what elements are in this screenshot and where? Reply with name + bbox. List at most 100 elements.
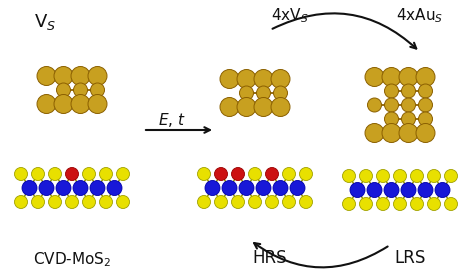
Text: V$_S$: V$_S$	[34, 12, 56, 32]
Circle shape	[56, 83, 71, 97]
Circle shape	[445, 170, 457, 182]
Circle shape	[359, 170, 373, 182]
Circle shape	[215, 195, 228, 209]
Circle shape	[365, 123, 384, 143]
Circle shape	[65, 195, 79, 209]
Circle shape	[416, 123, 435, 143]
Circle shape	[82, 168, 95, 180]
Circle shape	[343, 170, 356, 182]
Circle shape	[418, 182, 433, 197]
Circle shape	[382, 67, 401, 87]
Circle shape	[220, 97, 239, 117]
Circle shape	[231, 195, 245, 209]
Text: CVD-MoS$_2$: CVD-MoS$_2$	[33, 251, 111, 269]
Circle shape	[231, 168, 245, 180]
Circle shape	[410, 197, 423, 210]
Circle shape	[271, 97, 290, 117]
Circle shape	[254, 70, 273, 88]
Circle shape	[384, 182, 399, 197]
Circle shape	[376, 197, 390, 210]
Circle shape	[376, 170, 390, 182]
Circle shape	[265, 168, 279, 180]
Circle shape	[117, 168, 129, 180]
Circle shape	[65, 168, 79, 180]
Circle shape	[384, 112, 399, 126]
Circle shape	[198, 168, 210, 180]
Circle shape	[205, 180, 220, 195]
Text: LRS: LRS	[394, 249, 426, 267]
Circle shape	[91, 83, 104, 97]
Circle shape	[365, 67, 384, 87]
Circle shape	[393, 197, 407, 210]
Circle shape	[31, 195, 45, 209]
Circle shape	[37, 94, 56, 114]
Circle shape	[54, 94, 73, 114]
Circle shape	[248, 195, 262, 209]
Circle shape	[15, 168, 27, 180]
Circle shape	[117, 195, 129, 209]
Circle shape	[100, 168, 112, 180]
Circle shape	[401, 84, 416, 98]
Circle shape	[88, 94, 107, 114]
Circle shape	[37, 67, 56, 85]
Circle shape	[271, 70, 290, 88]
Circle shape	[410, 170, 423, 182]
Circle shape	[198, 195, 210, 209]
Text: 4xV$_S$: 4xV$_S$	[271, 7, 309, 25]
Circle shape	[350, 182, 365, 197]
Circle shape	[22, 180, 37, 195]
Circle shape	[401, 112, 416, 126]
Circle shape	[71, 94, 90, 114]
Circle shape	[90, 180, 105, 195]
Circle shape	[367, 98, 382, 112]
Circle shape	[290, 180, 305, 195]
Circle shape	[343, 197, 356, 210]
Circle shape	[100, 195, 112, 209]
Circle shape	[367, 182, 382, 197]
Circle shape	[239, 180, 254, 195]
Circle shape	[256, 86, 271, 100]
Circle shape	[399, 123, 418, 143]
Circle shape	[428, 197, 440, 210]
Circle shape	[419, 84, 432, 98]
Circle shape	[283, 195, 295, 209]
Circle shape	[237, 97, 256, 117]
Circle shape	[384, 84, 399, 98]
Circle shape	[215, 168, 228, 180]
Circle shape	[39, 180, 54, 195]
Circle shape	[265, 195, 279, 209]
Circle shape	[416, 67, 435, 87]
Circle shape	[393, 170, 407, 182]
Circle shape	[419, 112, 432, 126]
Circle shape	[15, 195, 27, 209]
Circle shape	[56, 180, 71, 195]
Text: 4xAu$_S$: 4xAu$_S$	[396, 7, 444, 25]
Circle shape	[273, 86, 288, 100]
Circle shape	[73, 83, 88, 97]
Circle shape	[300, 168, 312, 180]
Circle shape	[283, 168, 295, 180]
Circle shape	[248, 168, 262, 180]
Circle shape	[254, 97, 273, 117]
Circle shape	[384, 98, 399, 112]
Circle shape	[48, 168, 62, 180]
Circle shape	[273, 180, 288, 195]
Text: HRS: HRS	[253, 249, 287, 267]
Circle shape	[359, 197, 373, 210]
Circle shape	[48, 195, 62, 209]
Circle shape	[237, 70, 256, 88]
Circle shape	[82, 195, 95, 209]
Circle shape	[401, 98, 416, 112]
Circle shape	[222, 180, 237, 195]
Circle shape	[419, 98, 432, 112]
Circle shape	[428, 170, 440, 182]
Circle shape	[71, 67, 90, 85]
Circle shape	[256, 180, 271, 195]
Circle shape	[401, 182, 416, 197]
Circle shape	[399, 67, 418, 87]
Circle shape	[31, 168, 45, 180]
Circle shape	[435, 182, 450, 197]
Circle shape	[300, 195, 312, 209]
Circle shape	[88, 67, 107, 85]
Circle shape	[239, 86, 254, 100]
